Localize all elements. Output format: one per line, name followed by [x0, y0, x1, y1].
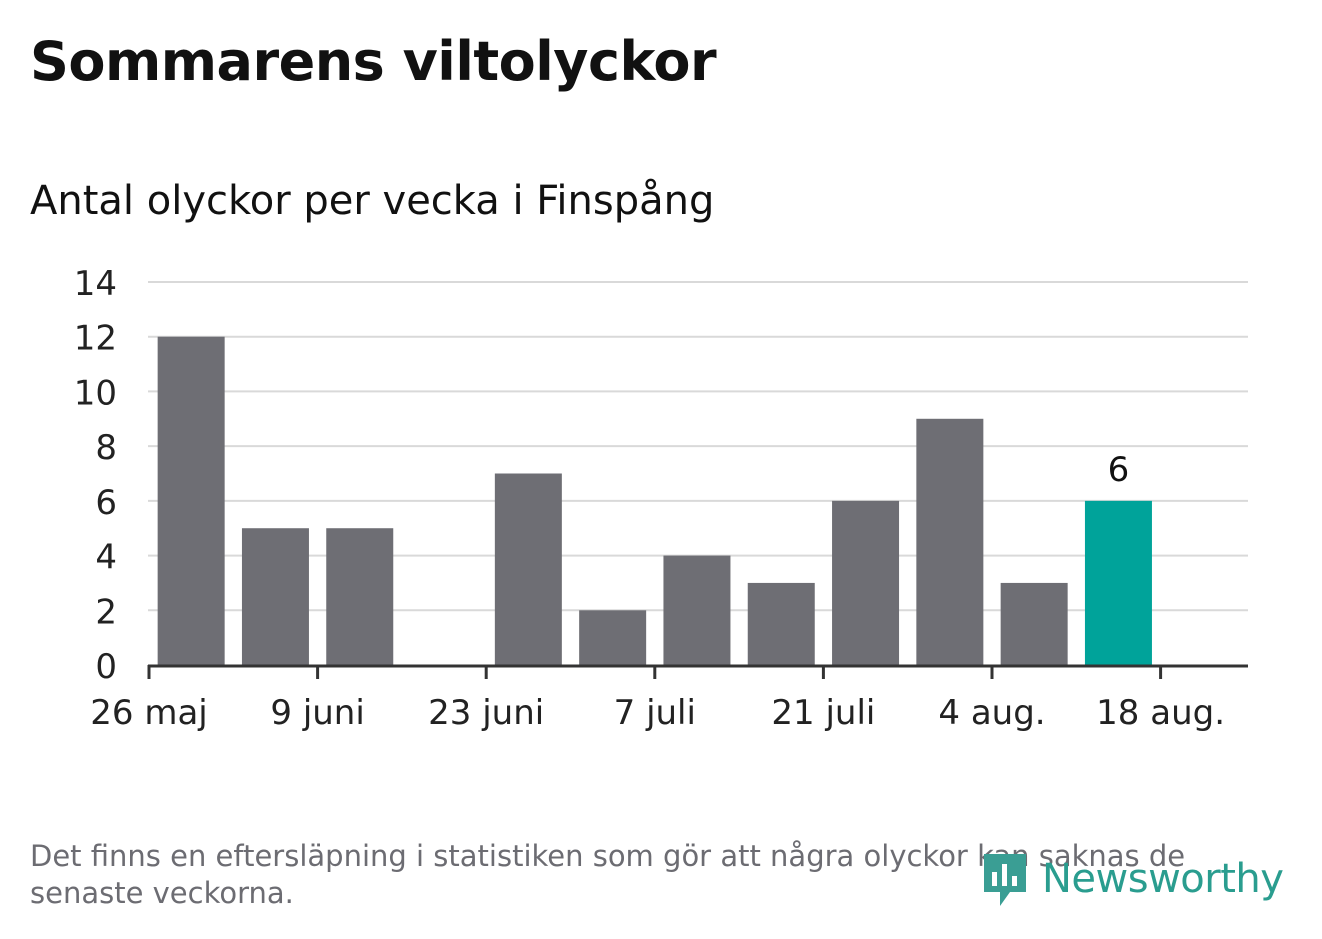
bar-chart: 0 2 4 6 8 10 12 14 26 maj 9 juni 23 juni 7 juli 21 j… — [74, 264, 1248, 733]
data-label: 6 — [1108, 450, 1130, 490]
highlight-bar — [1084, 500, 1152, 665]
bar — [1000, 582, 1068, 665]
y-tick-label: 10 — [74, 373, 117, 413]
bar — [326, 528, 394, 665]
bar — [241, 528, 309, 665]
logo-text: Newsworthy — [1042, 856, 1284, 902]
bar — [663, 555, 731, 665]
bar — [579, 610, 647, 665]
bar — [494, 473, 562, 665]
x-tick-label: 7 juli — [614, 693, 696, 733]
y-tick-label: 6 — [95, 483, 117, 523]
bars — [157, 336, 1152, 665]
x-tick-label: 4 aug. — [938, 693, 1045, 733]
axes — [147, 664, 1248, 679]
y-tick-label: 14 — [74, 264, 117, 304]
y-tick-label: 8 — [95, 428, 117, 468]
x-tick-label: 9 juni — [270, 693, 364, 733]
y-tick-label: 12 — [74, 319, 117, 359]
chart-title: Sommarens viltolyckor — [30, 30, 717, 93]
y-tick-label: 4 — [95, 538, 117, 578]
x-tick-label: 23 juni — [428, 693, 544, 733]
x-tick-label: 18 aug. — [1096, 693, 1225, 733]
chart-subtitle: Antal olyckor per vecka i Finspång — [30, 178, 715, 224]
newsworthy-chart-icon — [984, 854, 1026, 906]
y-tick-label: 0 — [95, 647, 117, 687]
labels: 0 2 4 6 8 10 12 14 26 maj 9 juni 23 juni 7 juli 21 j… — [74, 264, 1225, 733]
bar — [747, 582, 815, 665]
bar — [157, 336, 225, 665]
x-tick-label: 21 juli — [771, 693, 875, 733]
x-tick-label: 26 maj — [90, 693, 207, 733]
bar — [916, 418, 984, 665]
newsworthy-logo[interactable]: Newsworthy — [980, 848, 1284, 910]
bar — [832, 500, 900, 665]
y-tick-label: 2 — [95, 592, 117, 632]
